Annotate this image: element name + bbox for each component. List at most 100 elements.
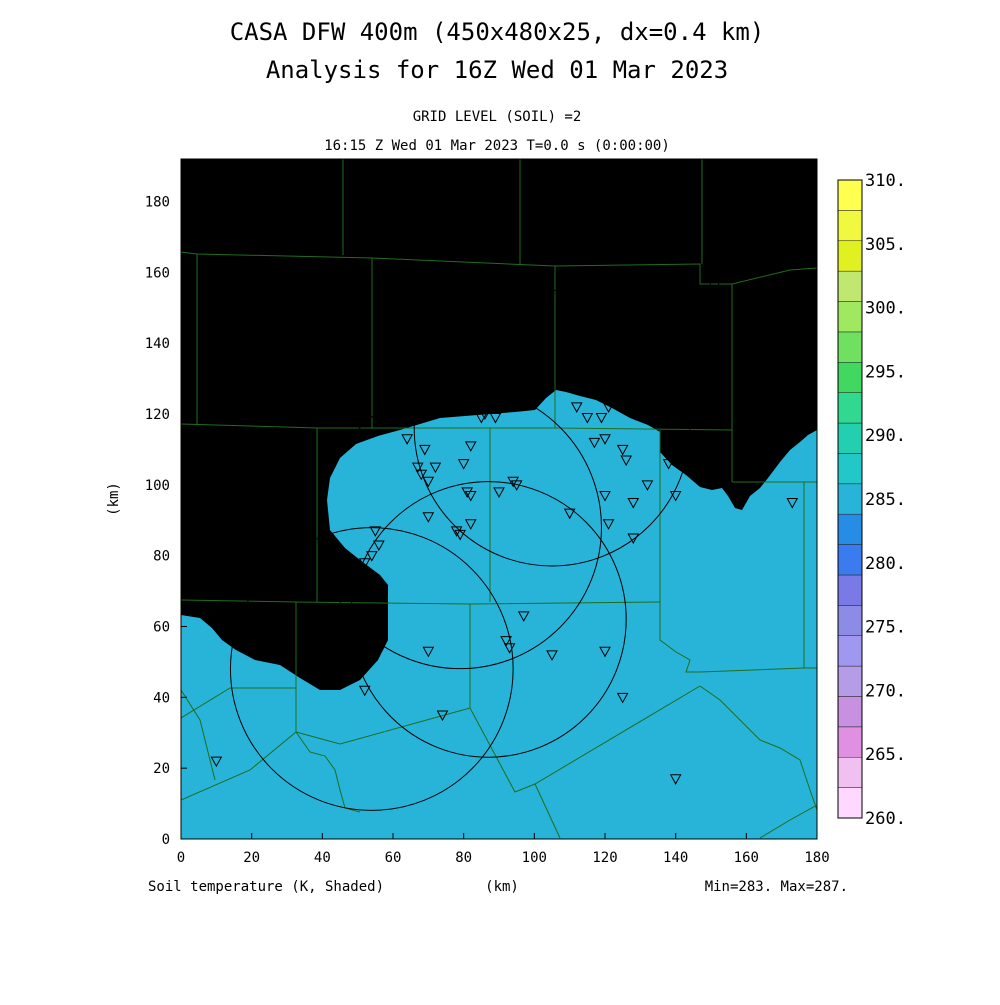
y-tick-label: 80 <box>153 549 170 565</box>
station-marker <box>464 441 477 452</box>
y-tick-label: 60 <box>153 620 170 636</box>
colorbar-segment <box>837 362 863 393</box>
radar-rings <box>229 289 691 811</box>
station-marker <box>471 289 484 300</box>
station-marker <box>585 381 597 392</box>
station-marker <box>457 459 470 470</box>
x-tick-label: 20 <box>243 850 260 866</box>
y-tick-label: 120 <box>145 407 170 423</box>
field-label: Soil temperature (K, Shaded) <box>148 879 384 895</box>
station-marker <box>676 317 689 328</box>
station-marker <box>267 427 279 438</box>
station-marker <box>599 646 611 658</box>
station-marker <box>641 480 654 491</box>
station-marker <box>436 710 449 722</box>
colorbar-segment <box>837 422 863 454</box>
x-axis-label: (km) <box>485 879 519 895</box>
station-marker <box>503 643 516 654</box>
station-marker <box>683 225 696 236</box>
map-panel <box>181 159 817 839</box>
x-tick-label: 160 <box>734 850 759 866</box>
station-marker <box>373 646 385 658</box>
station-marker <box>592 349 604 360</box>
station-marker <box>616 444 629 456</box>
station-marker <box>422 476 435 488</box>
colorbar-segment <box>837 605 863 636</box>
station-marker <box>517 328 530 339</box>
y-tick-label: 0 <box>162 832 170 848</box>
colorbar-segment <box>837 574 863 606</box>
x-tick-label: 120 <box>592 850 617 866</box>
colorbar-segment <box>837 787 863 819</box>
radar-ring-3 <box>350 481 627 758</box>
station-marker <box>288 519 300 530</box>
colorbar-segment <box>837 756 863 788</box>
station-marker <box>422 512 435 523</box>
station-marker <box>638 402 650 413</box>
station-marker <box>627 498 640 509</box>
station-marker <box>489 413 502 424</box>
station-marker <box>479 409 491 421</box>
station-marker <box>411 462 424 474</box>
station-marker <box>422 313 435 325</box>
colorbar-segment <box>837 240 863 272</box>
y-tick-label: 140 <box>145 336 170 352</box>
colorbar-segment <box>837 696 863 728</box>
colorbar-frame <box>837 179 863 819</box>
station-marker <box>581 413 594 424</box>
station-marker <box>768 349 781 360</box>
station-marker <box>662 459 675 470</box>
colorbar: 310. 305. 300. 295. 290. 285. 280. 275. 270. 265.… <box>837 171 906 829</box>
colorbar-segment <box>837 331 863 363</box>
station-marker <box>401 434 413 445</box>
station-marker <box>599 490 611 502</box>
x-tick-label: 140 <box>663 850 688 866</box>
colorbar-label: 260. <box>865 809 906 829</box>
station-marker <box>217 197 230 208</box>
radar-ring-2 <box>318 385 602 670</box>
station-marker <box>634 409 647 421</box>
station-marker <box>457 356 470 367</box>
colorbar-label: 285. <box>865 490 906 510</box>
title-line-1: CASA DFW 400m (450x480x25, dx=0.4 km) <box>230 18 765 46</box>
station-marker <box>634 363 647 374</box>
station-marker <box>602 519 615 530</box>
station-marker <box>295 352 307 364</box>
station-marker <box>517 611 530 622</box>
y-axis-label: (km) <box>106 482 122 516</box>
y-tick-label: 160 <box>145 265 170 281</box>
colorbar-label: 270. <box>865 681 906 701</box>
station-marker <box>373 540 385 552</box>
station-marker <box>708 282 721 293</box>
colorbar-segment <box>837 210 863 242</box>
radar-ring-1 <box>413 289 691 567</box>
colorbar-segment <box>837 635 863 667</box>
colorbar-label: 300. <box>865 299 906 319</box>
station-marker <box>623 370 636 382</box>
x-tick-label: 40 <box>314 850 331 866</box>
x-tick-label: 60 <box>385 850 402 866</box>
colorbar-segment <box>837 453 863 485</box>
station-marker <box>493 487 505 498</box>
colorbar-segment <box>837 270 863 302</box>
grid-level-label: GRID LEVEL (SOIL) =2 <box>413 109 582 125</box>
station-marker <box>595 413 608 424</box>
station-marker <box>588 437 601 449</box>
colorbar-segment <box>837 179 863 211</box>
station-marker <box>461 487 474 498</box>
station-marker <box>563 508 576 520</box>
station-marker <box>221 200 233 212</box>
station-marker <box>422 646 435 658</box>
station-marker <box>645 289 657 300</box>
station-marker <box>602 402 615 413</box>
y-tick-label: 100 <box>145 478 170 494</box>
station-marker <box>606 363 618 374</box>
colorbar-segment <box>837 483 863 515</box>
y-axis-ticks: 0 20 40 60 80 100 120 140 160 180 <box>145 195 187 848</box>
station-marker <box>563 324 576 336</box>
colorbar-segment <box>837 544 863 576</box>
colorbar-label: 280. <box>865 554 906 574</box>
y-tick-label: 40 <box>153 690 170 706</box>
cold-zone-region <box>181 159 817 690</box>
station-marker <box>627 533 640 544</box>
